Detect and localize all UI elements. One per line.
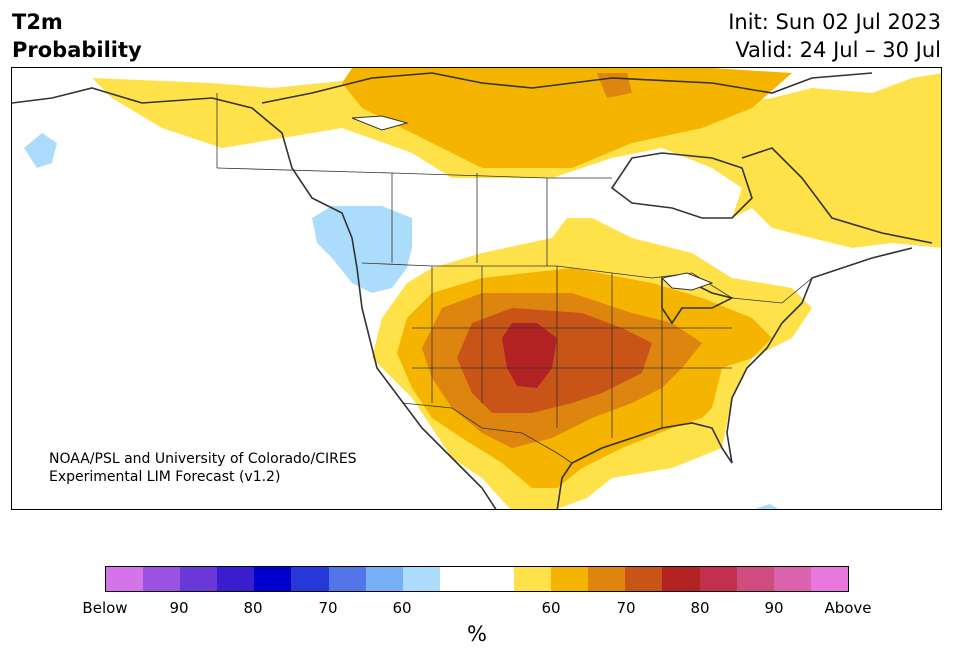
probability-fills [24,68,941,509]
us-mexico-border [401,402,573,464]
colorbar-segment-9 [439,567,477,591]
colorbar-tick-60-below: 60 [392,599,412,617]
colorbar-segment-18 [773,567,811,591]
colorbar-tick-below: Below [82,599,128,617]
probability-map [12,68,941,509]
us-canada-border [361,262,813,304]
colorbar-segment-15 [662,567,700,591]
colorbar-unit-label: % [467,622,487,646]
canada-provinces [216,167,612,266]
great-slave-lake [351,115,409,131]
colorbar-segment-14 [625,567,663,591]
title-line-1: T2m [12,10,63,34]
lake-superior [660,272,714,291]
colorbar-segment-19 [810,567,848,591]
colorbar-tick-80-above: 80 [690,599,710,617]
credit-line-1: NOAA/PSL and University of Colorado/CIRE… [49,451,357,467]
map-panel [11,67,942,510]
colorbar-tick-80-below: 80 [243,599,263,617]
coastlines [12,72,933,509]
us-states [412,266,732,438]
fill-above-65-north [342,68,792,168]
political-borders [216,93,813,464]
fill-below-60-caribbean [757,504,779,509]
title-line-2: Probability [12,38,142,62]
colorbar-segment-7 [365,567,403,591]
hudson-bay [610,152,753,219]
colorbar-tick-90-above: 90 [764,599,784,617]
colorbar-segment-10 [476,567,515,591]
colorbar-tick-70-above: 70 [616,599,636,617]
forecast-dates: Init: Sun 02 Jul 2023 Valid: 24 Jul – 30… [728,8,941,64]
fill-above-80-central [502,323,557,388]
west-coast [12,87,497,509]
fill-below-60-alaska [24,133,57,168]
colorbar-segment-1 [143,567,181,591]
colorbar-segment-2 [180,567,218,591]
colorbar-tick-90-below: 90 [169,599,189,617]
colorbar-segment-8 [402,567,440,591]
colorbar-segment-6 [328,567,366,591]
colorbar [105,566,849,592]
colorbar-segment-12 [551,567,589,591]
colorbar-segment-11 [514,567,552,591]
fill-below-60-pnw [312,206,412,293]
credit-line-2: Experimental LIM Forecast (v1.2) [49,469,281,485]
lakes-white [351,115,714,291]
map-title: T2m Probability [12,8,142,64]
colorbar-tick-60-above: 60 [541,599,561,617]
colorbar-segment-0 [106,567,144,591]
colorbar-segment-5 [291,567,329,591]
colorbar-segment-3 [217,567,255,591]
gulf-coast [556,247,913,509]
colorbar-segment-16 [699,567,737,591]
colorbar-segment-17 [736,567,774,591]
colorbar-segment-4 [254,567,292,591]
labrador-coast [741,147,933,244]
init-date: Init: Sun 02 Jul 2023 [728,10,941,34]
colorbar-tick-70-below: 70 [318,599,338,617]
colorbar-tick-above: Above [824,599,872,617]
arctic-coast [261,72,873,104]
colorbar-segment-13 [588,567,626,591]
credit-text: NOAA/PSL and University of Colorado/CIRE… [49,450,357,486]
valid-range: Valid: 24 Jul – 30 Jul [735,38,941,62]
